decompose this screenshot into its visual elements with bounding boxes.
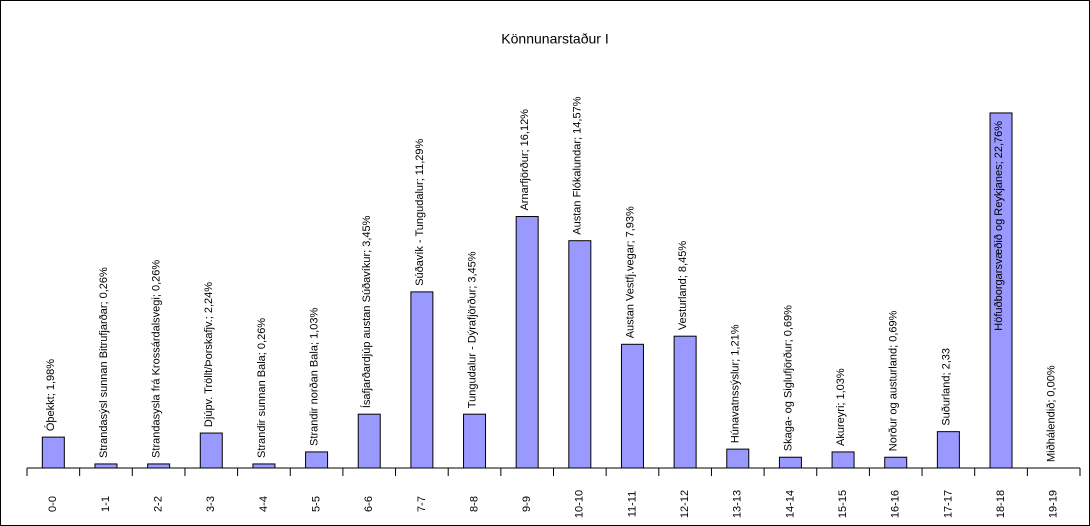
value-label: Strandasysla frá Krossárdalsvegi; 0,26% (151, 260, 163, 458)
x-tick-label: 5-5 (310, 496, 322, 512)
bar (410, 291, 434, 469)
value-label: Skaga- og Siglufjörður; 0,69% (782, 305, 794, 451)
value-label: Akureyri; 1,03% (835, 368, 847, 446)
value-label: Suðurland; 2,33 (940, 348, 952, 426)
value-label: Tungudalur - Dýrafjörður; 3,45% (466, 251, 478, 408)
x-tick-label: 15-15 (837, 490, 849, 518)
x-tick-label: 0-0 (47, 496, 59, 512)
bar (884, 456, 908, 469)
x-tick-label: 19-19 (1048, 490, 1060, 518)
x-tick-label: 1-1 (100, 496, 112, 512)
x-tick-label: 18-18 (995, 490, 1007, 518)
bar (305, 451, 329, 469)
value-label: Óþekkt; 1,98% (44, 359, 57, 431)
x-tick-label: 14-14 (784, 490, 796, 518)
bar (252, 463, 276, 469)
x-tick-label: 12-12 (679, 490, 691, 518)
bar (94, 463, 118, 469)
value-label: Strandir norðan Bala; 1,03% (308, 308, 320, 446)
value-label: Ísafjarðardjúp austan Súðavíkur; 3,45% (360, 215, 373, 408)
value-label: Súðavík - Tungudalur; 11,29% (414, 138, 426, 285)
value-label: Höfuðborgarsvæðið og Reykjanes; 22,76% (993, 121, 1005, 331)
bar (778, 456, 802, 469)
bar (726, 448, 750, 469)
x-tick-label: 10-10 (574, 490, 586, 518)
x-tick-label: 13-13 (732, 490, 744, 518)
value-label: Austan Vestfj.vegar; 7,93% (624, 206, 636, 338)
x-tick-label: 2-2 (153, 496, 165, 512)
value-label: Miðhálendið; 0,00% (1046, 365, 1058, 462)
bar (989, 112, 1013, 469)
bar (936, 431, 960, 469)
x-tick-label: 8-8 (468, 496, 480, 512)
value-label: Strandir sunnan Bala; 0,26% (256, 318, 268, 458)
bar (147, 463, 171, 469)
bar (463, 413, 487, 469)
value-label: Austan Flókalundar; 14,57% (572, 96, 584, 234)
x-tick-label: 6-6 (363, 496, 375, 512)
value-label: Djúpv. Tröllt/Þorskafjv.; 2,24% (203, 282, 215, 427)
x-tick-label: 16-16 (890, 490, 902, 518)
value-label: Vesturland; 8,45% (677, 241, 689, 331)
bar (199, 432, 223, 469)
x-tick-label: 3-3 (205, 496, 217, 512)
chart-title: Könnunarstaður I (501, 31, 608, 47)
value-label: Strandasýsl sunnan Bitrufjarðar; 0,26% (98, 267, 110, 458)
bar (357, 413, 381, 469)
x-tick-label: 7-7 (416, 496, 428, 512)
x-tick-label: 17-17 (942, 490, 954, 518)
bar (568, 240, 592, 469)
value-label: Arnarfjörður; 16,12% (519, 109, 531, 211)
bar (673, 335, 697, 469)
x-tick-label: 11-11 (626, 491, 638, 518)
bar (41, 436, 65, 469)
x-tick-label: 4-4 (258, 496, 270, 512)
bar (515, 216, 539, 469)
bar (620, 343, 644, 469)
value-label: Húnavatnssýslur; 1,21% (730, 324, 742, 443)
bar (831, 451, 855, 469)
x-tick-label: 9-9 (521, 496, 533, 512)
value-label: Norður og austurland; 0,69% (888, 310, 900, 451)
